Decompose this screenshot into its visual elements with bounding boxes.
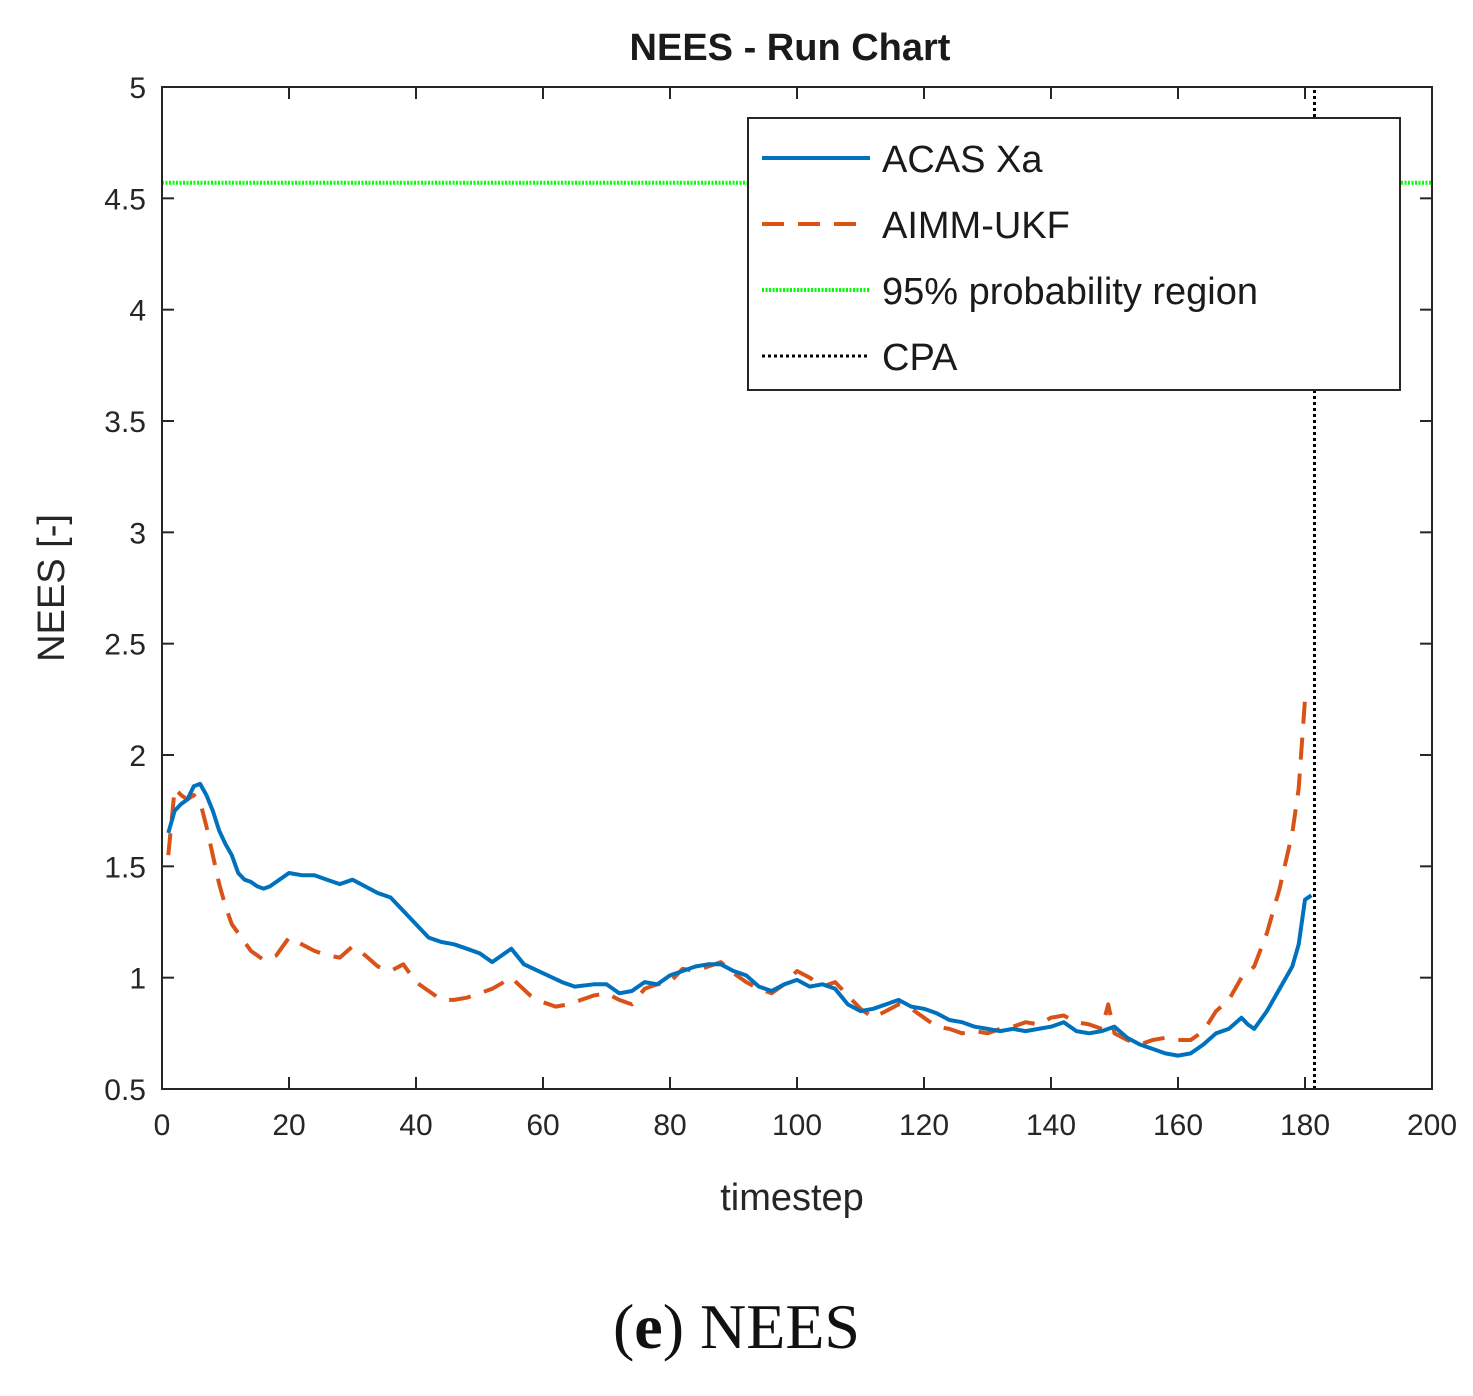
x-tick-label: 20	[272, 1109, 305, 1142]
x-tick-label: 0	[154, 1109, 171, 1142]
x-axis-ticks: 0 20 40 60 80 100 120 140 160 180 200	[154, 87, 1457, 1142]
x-tick-label: 120	[899, 1109, 949, 1142]
y-axis-ticks: 0.5 1 1.5 2 2.5 3 3.5 4 4.5 5	[104, 72, 1432, 1107]
legend: ACAS Xa AIMM-UKF 95% probability region CPA	[747, 117, 1401, 391]
legend-items: ACAS Xa AIMM-UKF 95% probability region CPA	[762, 139, 1258, 379]
y-tick-label: 1	[129, 963, 146, 996]
x-axis-label: timestep	[720, 1177, 864, 1219]
series-line-1	[166, 699, 1307, 1047]
legend-label-0: ACAS Xa	[882, 139, 1043, 181]
x-tick-label: 140	[1026, 1109, 1076, 1142]
legend-label-3: CPA	[882, 337, 958, 379]
legend-label-1: AIMM-UKF	[882, 205, 1070, 247]
figure-caption: (e) NEES	[612, 1291, 861, 1362]
y-tick-label: 1.5	[104, 851, 146, 884]
x-tick-label: 40	[399, 1109, 432, 1142]
chart-title: NEES - Run Chart	[630, 27, 951, 69]
x-tick-label: 160	[1153, 1109, 1203, 1142]
x-tick-label: 80	[653, 1109, 686, 1142]
y-tick-label: 4.5	[104, 183, 146, 216]
y-tick-label: 2.5	[104, 629, 146, 662]
y-tick-label: 5	[129, 72, 146, 105]
x-tick-label: 60	[526, 1109, 559, 1142]
legend-label-2: 95% probability region	[882, 271, 1258, 313]
series-line-0	[166, 781, 1313, 1058]
caption-label: e	[634, 1291, 663, 1362]
x-tick-label: 180	[1280, 1109, 1330, 1142]
caption-text: NEES	[700, 1291, 861, 1362]
y-tick-label: 3	[129, 517, 146, 550]
y-tick-label: 0.5	[104, 1074, 146, 1107]
x-tick-label: 100	[772, 1109, 822, 1142]
y-tick-label: 2	[129, 740, 146, 773]
y-axis-label: NEES [-]	[31, 514, 73, 662]
y-tick-label: 3.5	[104, 406, 146, 439]
x-tick-label: 200	[1407, 1109, 1457, 1142]
y-tick-label: 4	[129, 295, 146, 328]
legend-box	[747, 117, 1401, 391]
